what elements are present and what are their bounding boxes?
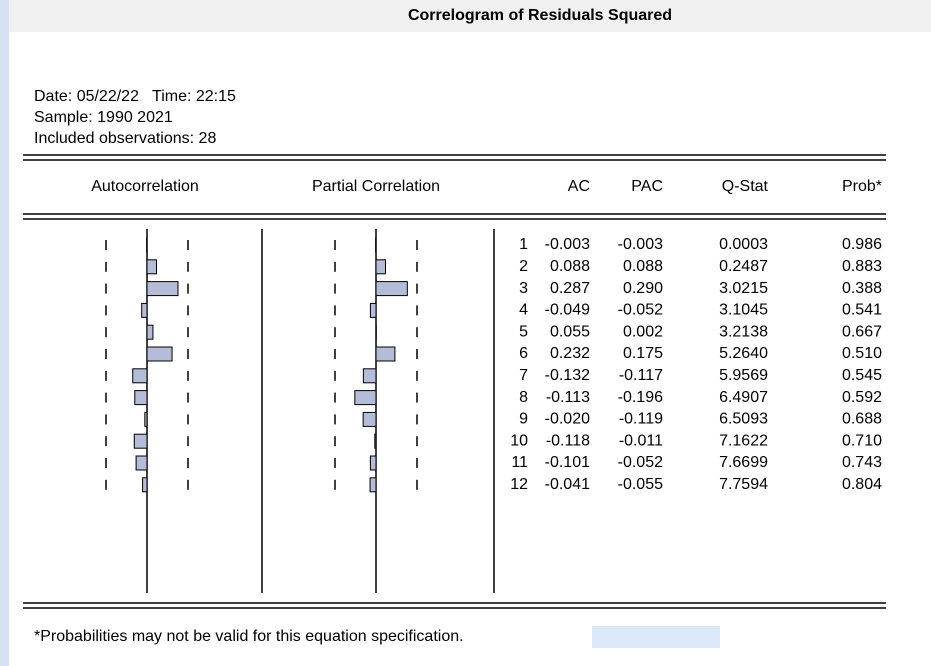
cell: 6 (519, 345, 528, 362)
cell: 3.2138 (719, 323, 768, 340)
sample: Sample: 1990 2021 (34, 109, 173, 126)
cell: 0.2487 (719, 258, 768, 275)
correlation-bar (132, 368, 148, 384)
cell: 0.541 (842, 302, 882, 319)
cell: 0.592 (842, 389, 882, 406)
title: Correlogram of Residuals Squared (408, 7, 672, 24)
cell: -0.003 (545, 236, 590, 253)
cell: 2 (519, 258, 528, 275)
window-edge (0, 0, 9, 666)
cell: 0.710 (842, 432, 882, 449)
cell: 4 (519, 302, 528, 319)
correlation-bar (375, 346, 396, 362)
cell: 0.667 (842, 323, 882, 340)
cell: -0.052 (618, 302, 663, 319)
cell: -0.117 (619, 367, 663, 384)
cell: 0.986 (842, 236, 882, 253)
correlation-bar (142, 477, 148, 493)
cell: 1 (519, 236, 528, 253)
cell: 6.5093 (719, 411, 768, 428)
cell: 5.9569 (719, 367, 768, 384)
cell: 0.883 (842, 258, 882, 275)
cell: 9 (519, 411, 528, 428)
cell: -0.011 (619, 432, 663, 449)
cell: 8 (519, 389, 528, 406)
column-header: Prob* (842, 178, 882, 195)
column-header: Autocorrelation (91, 178, 199, 195)
cell: 7.6699 (719, 454, 768, 471)
cell: -0.049 (545, 302, 590, 319)
correlation-bar (354, 390, 377, 406)
cell: -0.041 (545, 476, 590, 493)
correlation-bar (146, 346, 173, 362)
column-header: PAC (631, 178, 663, 195)
cell: 0.287 (550, 280, 590, 297)
cell: -0.020 (545, 411, 590, 428)
cell: 5 (519, 323, 528, 340)
cell: -0.003 (618, 236, 663, 253)
cell: 10 (510, 432, 528, 449)
cell: 3.1045 (719, 302, 768, 319)
cell: -0.055 (618, 476, 663, 493)
cell: -0.196 (618, 389, 663, 406)
cell: -0.052 (618, 454, 663, 471)
cell: 0.388 (842, 280, 882, 297)
observations: Included observations: 28 (34, 130, 216, 147)
correlation-bar (374, 433, 377, 449)
cell: 0.088 (550, 258, 590, 275)
correlation-bar (362, 368, 377, 384)
correlation-bar (375, 259, 387, 275)
cell: 0.743 (842, 454, 882, 471)
footnote: *Probabilities may not be valid for this… (34, 628, 464, 645)
correlation-bar (141, 302, 148, 318)
cell: -0.132 (545, 367, 590, 384)
cell: -0.113 (546, 389, 590, 406)
cell: 0.232 (550, 345, 590, 362)
correlation-bar (146, 259, 158, 275)
correlation-bar (362, 411, 377, 427)
cell: -0.119 (619, 411, 663, 428)
correlation-bar (369, 455, 377, 471)
cell: 3.0215 (719, 280, 768, 297)
correlation-bar (133, 433, 148, 449)
cell: 0.688 (842, 411, 882, 428)
cell: 6.4907 (719, 389, 768, 406)
cell: -0.118 (546, 432, 590, 449)
date-time: Date: 05/22/22 Time: 22:15 (34, 88, 236, 105)
correlation-bar (369, 477, 377, 493)
cell: 5.2640 (719, 345, 768, 362)
column-header: Q-Stat (722, 178, 769, 195)
cell: 0.510 (842, 345, 882, 362)
correlation-bar (135, 455, 148, 471)
cell: 0.002 (623, 323, 663, 340)
correlation-bar (146, 324, 154, 340)
cell: 11 (511, 454, 528, 471)
cell: 0.290 (623, 280, 663, 297)
cell: 7.7594 (719, 476, 768, 493)
column-header: Partial Correlation (312, 178, 440, 195)
cell: 0.545 (842, 367, 882, 384)
cell: 7.1622 (719, 432, 768, 449)
cell: 12 (510, 476, 528, 493)
cell: 3 (519, 280, 528, 297)
cell: 7 (519, 367, 528, 384)
correlation-bar (134, 390, 148, 406)
cell: -0.101 (545, 454, 590, 471)
selection-highlight (592, 626, 720, 648)
cell: 0.175 (623, 345, 663, 362)
correlation-bar (146, 281, 179, 297)
column-header: AC (568, 178, 590, 195)
correlation-bar (144, 411, 148, 427)
correlation-bar (369, 302, 377, 318)
cell: 0.055 (550, 323, 590, 340)
cell: 0.0003 (719, 236, 768, 253)
title-bar (9, 0, 931, 32)
cell: 0.804 (842, 476, 882, 493)
cell: 0.088 (623, 258, 663, 275)
table-body: Autocorrelation Partial Correlation AC PAC Q… (91, 178, 882, 493)
correlation-bar (375, 281, 408, 297)
